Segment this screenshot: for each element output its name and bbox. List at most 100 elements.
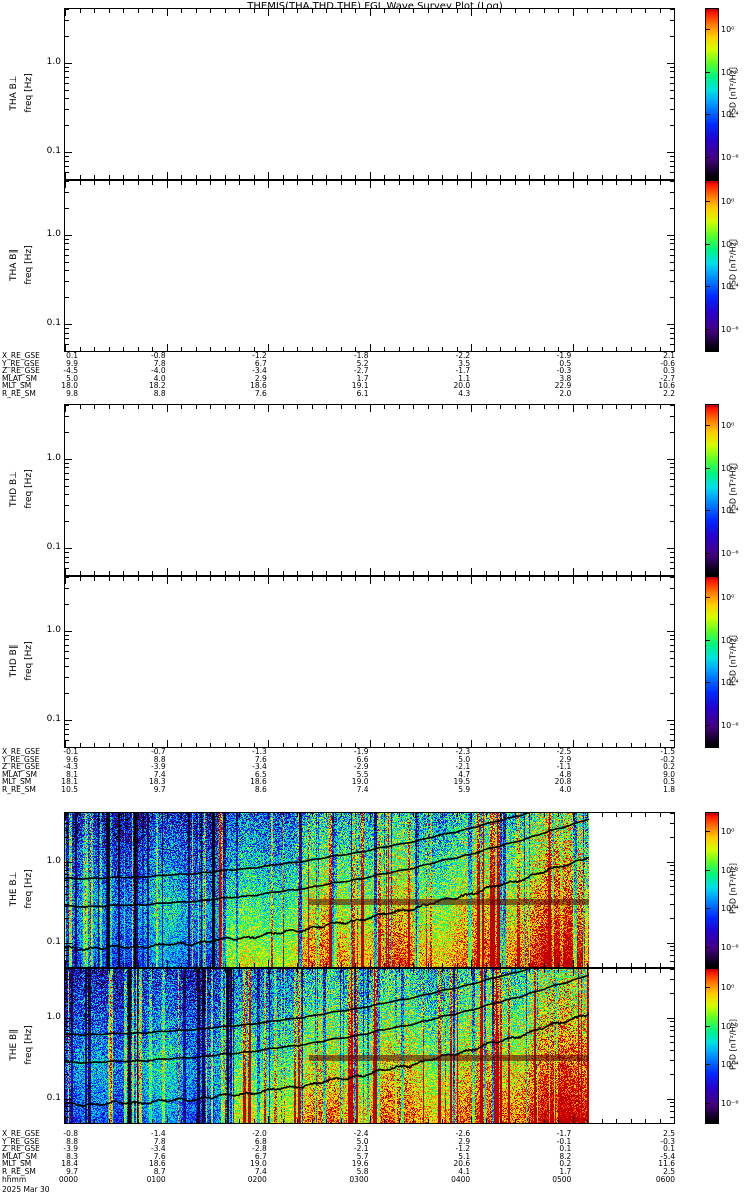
x-axis-tick	[239, 347, 240, 351]
x-axis-tick	[283, 1119, 284, 1123]
x-axis-tick	[312, 1119, 313, 1123]
x-axis-tick	[587, 1119, 588, 1123]
x-axis-tick	[428, 969, 429, 973]
x-axis-tick	[312, 347, 313, 351]
x-axis-tick	[254, 969, 255, 973]
x-axis-tick	[442, 571, 443, 575]
x-axis-tick	[123, 175, 124, 179]
axis-value: -3.9	[151, 762, 166, 772]
axis-row-label: R_RE_SM	[2, 389, 36, 398]
x-axis-tick	[210, 963, 211, 967]
x-axis-tick	[645, 9, 646, 13]
x-axis-tick	[196, 175, 197, 179]
x-axis-tick	[413, 9, 414, 13]
y-axis-tick	[65, 416, 69, 417]
y-axis-tick	[65, 63, 72, 64]
axis-value: 0.2	[663, 762, 675, 772]
x-axis-tick	[428, 571, 429, 575]
axis-value: -0.2	[660, 754, 675, 764]
y-axis-tick	[670, 666, 674, 667]
x-axis-tick	[558, 813, 559, 817]
x-axis-tick	[239, 571, 240, 575]
x-axis-tick	[123, 571, 124, 575]
y-axis-tick	[65, 967, 69, 968]
x-axis-tick	[268, 969, 269, 976]
x-axis-tick	[65, 9, 66, 16]
x-axis-tick	[515, 1119, 516, 1123]
x-axis-tick	[486, 969, 487, 973]
x-axis-tick	[109, 1119, 110, 1123]
x-axis-tick	[312, 963, 313, 967]
y-axis-tick	[65, 693, 69, 694]
panel-freq-label-the-bpar: freq [Hz]	[24, 1025, 34, 1065]
axis-value: 19.5	[453, 777, 471, 787]
x-axis-tick	[674, 1116, 675, 1123]
y-axis-tick	[670, 1026, 674, 1027]
axis-value: 8.6	[254, 785, 267, 794]
x-axis-tick	[399, 1119, 400, 1123]
x-axis-tick	[587, 813, 588, 817]
x-axis-tick	[167, 1116, 168, 1123]
x-axis-tick	[500, 1119, 501, 1123]
y-axis-tick	[670, 125, 674, 126]
axis-value: -0.8	[63, 1129, 78, 1138]
panel-freq-label-thd-bpar: freq [Hz]	[24, 641, 34, 681]
colorbar-tick	[706, 425, 710, 427]
x-axis-tick	[544, 969, 545, 973]
y-axis-tick	[65, 979, 69, 980]
y-axis-tick	[65, 724, 69, 725]
x-axis-tick	[341, 175, 342, 179]
x-axis-tick	[167, 969, 168, 976]
x-axis-tick	[80, 577, 81, 581]
y-axis-tick	[670, 677, 674, 678]
x-axis-tick	[123, 813, 124, 817]
axis-value: 0000	[58, 1174, 78, 1184]
x-axis-tick	[123, 577, 124, 581]
x-axis-tick	[631, 347, 632, 351]
x-axis-tick	[355, 181, 356, 185]
x-axis-tick	[660, 175, 661, 179]
x-axis-tick	[558, 963, 559, 967]
x-axis-tick	[123, 347, 124, 351]
x-axis-tick	[399, 175, 400, 179]
x-axis-tick	[442, 175, 443, 179]
y-axis-tick	[65, 83, 69, 84]
axis-value: 0.2	[559, 1159, 572, 1169]
axis-row-label: R_RE_SM	[2, 1167, 36, 1176]
x-axis-tick	[268, 740, 269, 747]
x-axis-tick	[283, 181, 284, 185]
x-axis-tick	[471, 172, 472, 179]
spectrogram-panel-tha-bperp	[64, 8, 675, 180]
y-axis-tick	[670, 9, 674, 10]
axis-value: 9.7	[153, 785, 166, 794]
colorbar-tick	[706, 156, 710, 158]
x-axis-tick	[167, 181, 168, 188]
x-axis-tick	[558, 969, 559, 973]
x-axis-tick	[225, 571, 226, 575]
x-axis-tick	[529, 1119, 530, 1123]
x-axis-tick	[254, 571, 255, 575]
x-axis-tick	[181, 175, 182, 179]
axis-value: 0.5	[559, 358, 572, 368]
colorbar-tick	[706, 1025, 710, 1027]
x-axis-tick	[399, 969, 400, 973]
x-axis-tick	[645, 175, 646, 179]
x-axis-tick	[181, 813, 182, 817]
x-axis-tick	[370, 740, 371, 747]
y-axis-tick	[667, 720, 674, 721]
x-axis-tick	[109, 577, 110, 581]
x-axis-tick	[413, 175, 414, 179]
x-axis-tick	[181, 1119, 182, 1123]
x-axis-tick	[515, 813, 516, 817]
y-axis-tick	[670, 1111, 674, 1112]
x-axis-tick	[297, 347, 298, 351]
x-axis-tick	[544, 571, 545, 575]
x-axis-tick	[674, 181, 675, 188]
x-axis-tick	[544, 347, 545, 351]
y-axis-tick	[65, 328, 69, 329]
x-axis-tick	[152, 577, 153, 581]
x-axis-tick	[573, 344, 574, 351]
x-axis-tick	[138, 175, 139, 179]
y-axis-tick	[670, 181, 674, 182]
axis-value: 18.3	[148, 777, 166, 787]
